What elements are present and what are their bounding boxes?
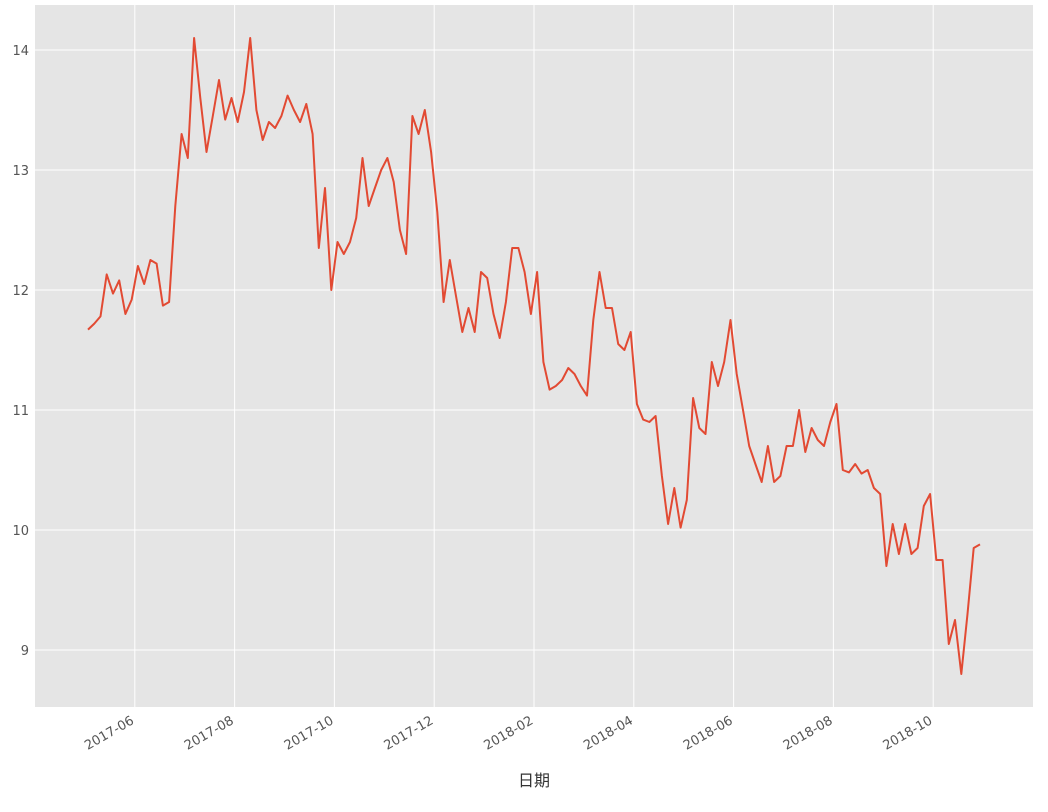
x-tick-label: 2018-02 [481,713,536,753]
x-tick-label: 2017-10 [282,713,337,753]
x-tick-label: 2017-08 [182,713,237,753]
x-tick-label: 2018-10 [881,713,936,753]
x-axis-label: 日期 [518,771,550,790]
y-tick-label: 11 [12,404,29,419]
x-tick-label: 2017-12 [382,713,437,753]
x-tick-label: 2018-08 [781,713,836,753]
x-tick-label: 2018-06 [681,713,736,753]
y-tick-label: 12 [12,284,29,299]
y-tick-label: 14 [12,44,29,59]
y-tick-label: 10 [12,524,29,539]
y-tick-label: 9 [21,644,29,659]
x-tick-label: 2018-04 [581,713,636,753]
data-line [87,37,981,675]
x-tick-label: 2017-06 [82,713,137,753]
y-tick-label: 13 [12,164,29,179]
